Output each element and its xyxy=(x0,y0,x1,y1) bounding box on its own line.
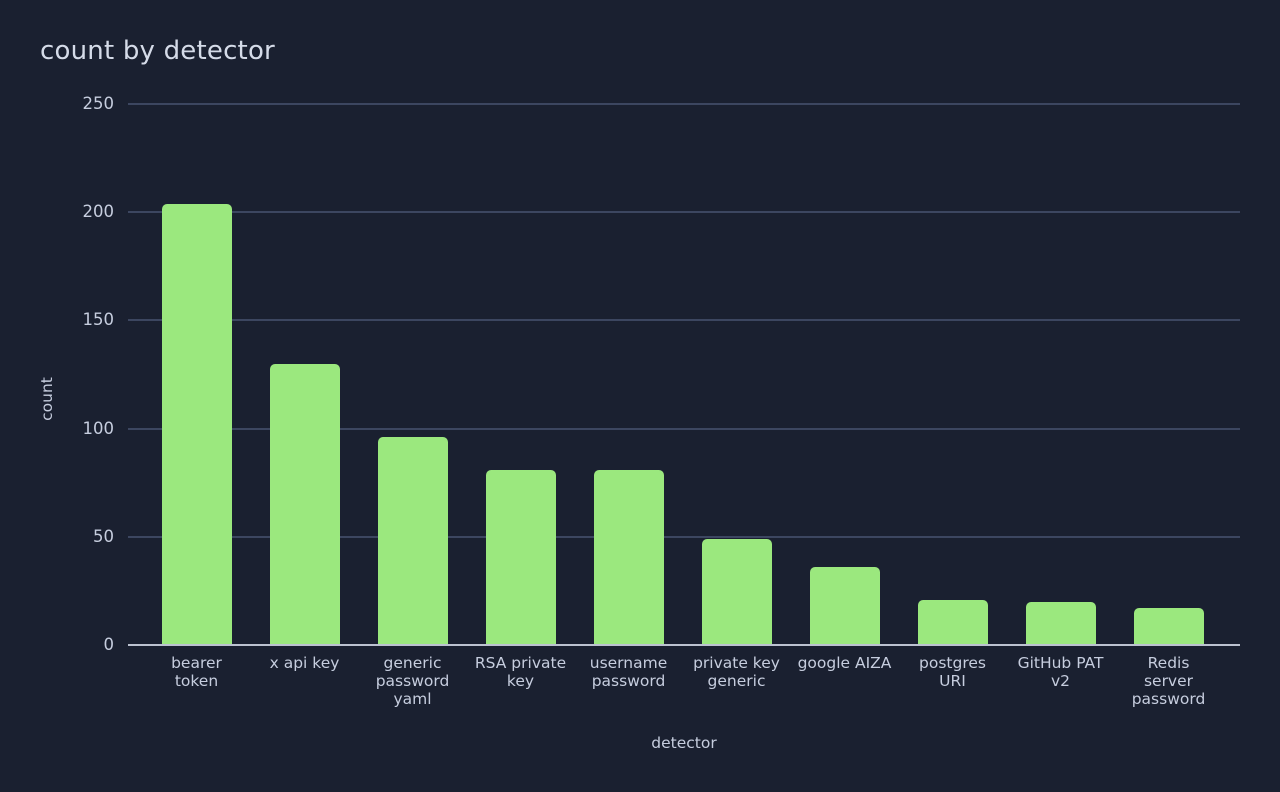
y-tick-label-50: 50 xyxy=(93,526,114,546)
gridline-50 xyxy=(128,535,1240,538)
bar-postgres-uri[interactable] xyxy=(917,599,988,645)
bar-username-password[interactable] xyxy=(593,469,664,645)
bar-x-api-key[interactable] xyxy=(269,363,340,645)
x-tick-label-private-key-generic: private key generic xyxy=(693,654,780,690)
bar-github-pat-v2[interactable] xyxy=(1025,601,1096,645)
x-tick-label-bearer-token: bearer token xyxy=(171,654,222,690)
y-tick-label-200: 200 xyxy=(82,202,115,222)
x-tick-label-redis-server-password: Redis server password xyxy=(1131,654,1206,708)
gridline-100 xyxy=(128,427,1240,430)
y-tick-label-0: 0 xyxy=(103,635,115,654)
x-axis-title: detector xyxy=(651,734,717,752)
bar-bearer-token[interactable] xyxy=(161,203,232,645)
y-tick-label-100: 100 xyxy=(82,418,115,438)
plot-area: 0 50 100 150 200 250 bearer token x api key gener… xyxy=(83,94,1240,708)
y-tick-label-250: 250 xyxy=(82,94,115,113)
x-axis-line xyxy=(128,644,1240,646)
bar-generic-password-yaml[interactable] xyxy=(377,437,448,645)
y-tick-label-150: 150 xyxy=(82,310,115,330)
x-tick-label-postgres-uri: postgres URI xyxy=(919,654,986,690)
chart-title: count by detector xyxy=(40,36,275,66)
x-tick-label-x-api-key: x api key xyxy=(269,654,340,672)
bar-private-key-generic[interactable] xyxy=(701,538,772,645)
bar-rsa-private-key[interactable] xyxy=(485,469,556,645)
x-tick-label-github-pat-v2: GitHub PAT v2 xyxy=(1017,654,1104,690)
bar-google-aiza[interactable] xyxy=(809,567,880,645)
gridline-200 xyxy=(128,211,1240,214)
x-tick-label-rsa-private-key: RSA private key xyxy=(474,654,567,690)
gridline-250 xyxy=(128,103,1240,105)
x-tick-label-generic-password-yaml: generic password yaml xyxy=(375,654,450,708)
x-tick-label-username-password: username password xyxy=(589,654,668,690)
x-tick-label-google-aiza: google AIZA xyxy=(797,654,892,672)
gridline-150 xyxy=(128,319,1240,322)
bar-redis-server-password[interactable] xyxy=(1133,608,1204,645)
